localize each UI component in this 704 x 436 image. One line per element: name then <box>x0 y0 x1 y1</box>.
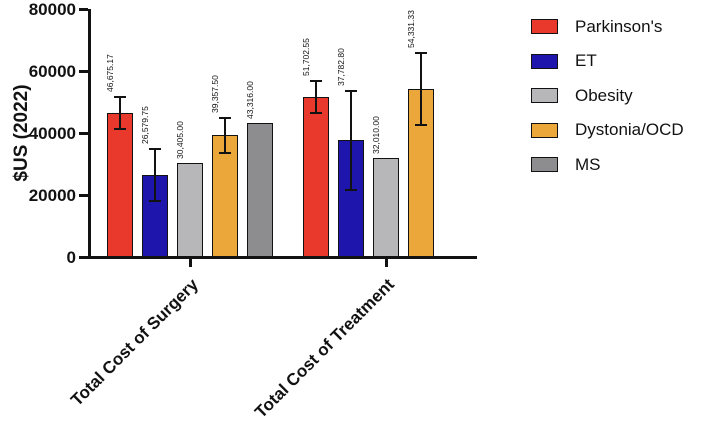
bar-obesity-1 <box>373 158 399 259</box>
legend-item: Dystonia/OCD <box>531 120 684 139</box>
bar-parkinson-s-0 <box>107 112 133 259</box>
y-axis-tick <box>79 194 88 197</box>
legend: Parkinson's ET Obesity Dystonia/OCD MS <box>531 16 684 192</box>
bar-value-label: 43,316.00 <box>245 81 255 120</box>
bar-value-label: 26,579.75 <box>140 106 150 144</box>
legend-swatch <box>531 157 558 172</box>
bar-value-label: 30,405.00 <box>175 121 185 160</box>
legend-label: MS <box>575 154 601 174</box>
y-tick-label: 0 <box>66 248 76 267</box>
y-tick-label: 40000 <box>28 124 76 143</box>
legend-swatch <box>531 19 558 34</box>
y-axis-tick <box>79 8 88 11</box>
error-bar-stem <box>224 118 226 153</box>
y-tick-label: 20000 <box>28 186 76 205</box>
bar-obesity-0 <box>177 163 203 259</box>
x-axis-line <box>88 256 477 259</box>
legend-label: Obesity <box>575 85 633 105</box>
bar-value-label: 51,702.55 <box>301 38 311 77</box>
legend-label: ET <box>575 51 597 70</box>
legend-item: Obesity <box>531 85 684 105</box>
legend-swatch <box>531 88 558 103</box>
y-tick-label: 80000 <box>28 0 76 19</box>
y-axis-tick <box>79 256 88 259</box>
x-category-label: Total Cost of Treatment <box>251 274 399 422</box>
error-bar <box>345 89 357 191</box>
legend-label: Dystonia/OCD <box>575 120 684 139</box>
x-category-label: Total Cost of Surgery <box>67 274 203 410</box>
bar-et-1 <box>338 140 364 259</box>
x-axis-tick <box>384 259 388 267</box>
y-axis-tick <box>79 132 88 135</box>
legend-label: Parkinson's <box>575 16 663 36</box>
bar-value-label: 46,675.17 <box>105 53 115 92</box>
error-bar <box>149 147 161 203</box>
bar-value-label: 39,357.50 <box>210 74 220 113</box>
error-bar-stem <box>154 149 156 201</box>
y-axis-line <box>88 9 91 259</box>
bar-value-label: 54,331.33 <box>406 10 416 48</box>
legend-item: ET <box>531 51 684 70</box>
error-bar <box>310 80 322 115</box>
error-bar-stem <box>420 53 422 125</box>
error-bar <box>114 95 126 130</box>
error-bar <box>415 51 427 127</box>
bar-parkinson-s-1 <box>303 97 329 259</box>
error-bar-stem <box>350 91 352 189</box>
legend-item: Parkinson's <box>531 16 684 36</box>
x-axis-tick <box>188 259 192 267</box>
y-axis-tick <box>79 70 88 73</box>
error-bar <box>219 116 231 155</box>
bar-value-label: 37,782.80 <box>336 48 346 86</box>
legend-item: MS <box>531 154 684 174</box>
bar-dystonia-ocd-0 <box>212 135 238 259</box>
bar-ms-0 <box>247 123 273 259</box>
bar-value-label: 32,010.00 <box>371 116 381 155</box>
legend-swatch <box>531 53 558 69</box>
legend-swatch <box>531 122 558 138</box>
y-tick-label: 60000 <box>28 62 76 81</box>
error-bar-stem <box>315 82 317 113</box>
error-bar-stem <box>119 97 121 128</box>
